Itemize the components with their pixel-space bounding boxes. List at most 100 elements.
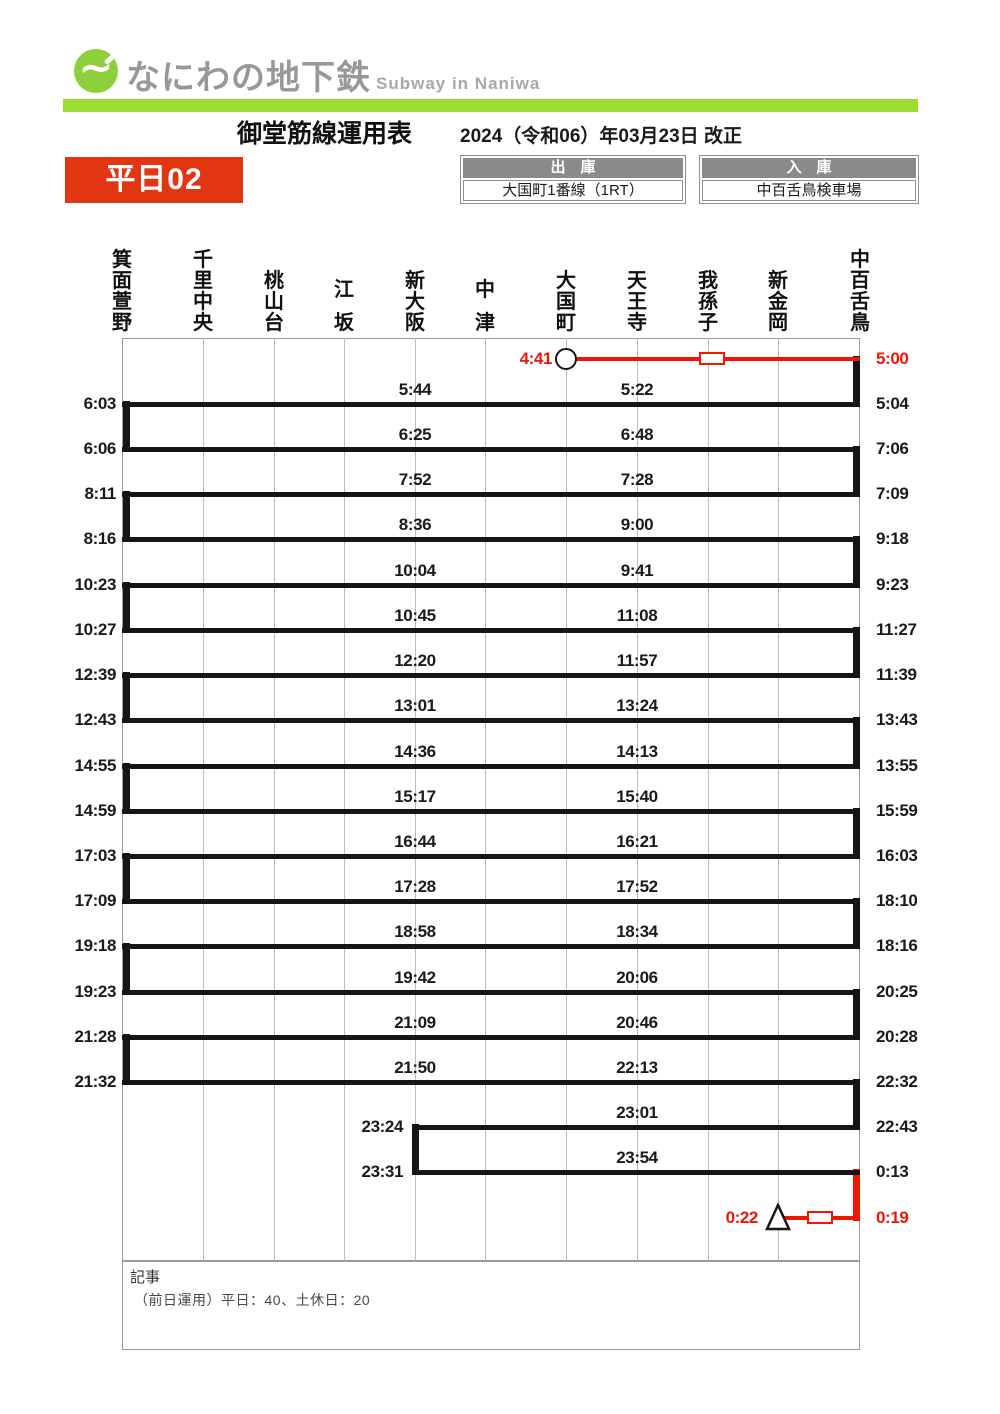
- gridline: [202, 338, 204, 1261]
- time-label-mid: 17:52: [616, 877, 658, 896]
- station-label: 中百舌鳥: [850, 249, 870, 334]
- wave-icon: ∼: [79, 46, 113, 90]
- time-label-mid: 10:45: [394, 606, 436, 625]
- time-label-mid: 6:25: [398, 425, 432, 444]
- depot-out-marker: [555, 348, 577, 370]
- turnback-connector: [853, 1169, 860, 1221]
- trip-line: [122, 809, 860, 814]
- time-label-mid: 7:52: [398, 470, 432, 489]
- depot-in-marker: [764, 1201, 792, 1231]
- trip-line: [122, 402, 860, 407]
- time-label-right: 5:00: [876, 349, 909, 368]
- brand-subtitle: Subway in Naniwa: [376, 74, 541, 93]
- turnback-connector: [853, 1079, 860, 1130]
- turnback-connector: [853, 717, 860, 769]
- trip-line: [122, 583, 860, 588]
- trip-line: [122, 718, 860, 723]
- time-label-mid: 11:08: [616, 606, 658, 625]
- time-label-right: 7:09: [876, 484, 909, 503]
- station-label: 新大阪: [405, 270, 425, 334]
- gridline: [636, 338, 638, 1261]
- gridline: [414, 338, 416, 1261]
- time-label-mid: 12:20: [394, 651, 436, 670]
- time-label-left: 21:28: [74, 1027, 117, 1046]
- gridline: [484, 338, 486, 1261]
- trip-line: [415, 1170, 860, 1175]
- turnback-connector: [123, 763, 130, 814]
- station-label: 中津: [475, 279, 495, 334]
- time-label-right: 5:04: [876, 394, 909, 413]
- time-label-mid: 13:01: [394, 696, 436, 715]
- time-label-left: 19:18: [74, 936, 117, 955]
- notes-title: 記事: [130, 1269, 161, 1286]
- station-label: 江坂: [334, 279, 354, 334]
- time-label-mid: 16:21: [616, 832, 658, 851]
- time-label-right: 0:13: [876, 1162, 909, 1181]
- gridline: [777, 338, 779, 1261]
- turnback-connector: [411, 1124, 419, 1175]
- time-label-left: 0:22: [725, 1208, 759, 1227]
- trip-line: [122, 854, 860, 859]
- trip-line: [122, 447, 860, 452]
- turnback-connector: [853, 989, 860, 1040]
- time-label-right: 9:23: [876, 575, 909, 594]
- turnback-connector: [853, 627, 860, 678]
- brand-title: なにわの地下鉄: [126, 59, 371, 97]
- time-label-mid: 20:06: [616, 968, 658, 987]
- time-label-mid: 7:28: [620, 470, 654, 489]
- trip-line: [122, 492, 860, 497]
- trip-line: [122, 899, 860, 904]
- turnback-connector: [853, 898, 860, 949]
- time-label-mid: 11:57: [616, 651, 658, 670]
- deadhead-marker: [807, 1211, 833, 1224]
- time-label-left: 8:16: [83, 529, 117, 548]
- time-label-left: 8:11: [84, 484, 117, 503]
- gridline: [565, 338, 567, 1261]
- depot-out-header: 出 庫: [463, 158, 683, 178]
- time-label-left: 21:32: [74, 1072, 117, 1091]
- time-label-left: 10:27: [74, 620, 117, 639]
- deadhead-marker: [699, 352, 725, 365]
- time-label-right: 20:28: [876, 1027, 918, 1046]
- time-label-mid: 21:09: [394, 1013, 436, 1032]
- trip-line: [122, 537, 860, 542]
- time-label-left: 12:39: [74, 665, 117, 684]
- time-label-left: 12:43: [74, 710, 117, 729]
- time-label-mid: 14:13: [616, 742, 658, 761]
- time-label-left: 17:03: [74, 846, 117, 865]
- turnback-connector: [853, 536, 860, 588]
- time-label-mid: 20:46: [616, 1013, 658, 1032]
- diagram-frame: [122, 338, 860, 1261]
- time-label-mid: 5:22: [620, 380, 654, 399]
- depot-out-table: 出 庫 大国町1番線（1RT）: [460, 155, 686, 204]
- turnback-connector: [853, 808, 860, 859]
- depot-in-value: 中百舌鳥検車場: [702, 180, 916, 201]
- station-label: 千里中央: [193, 249, 213, 334]
- turnback-connector: [123, 582, 130, 633]
- turnback-connector: [123, 491, 130, 542]
- time-label-mid: 15:17: [394, 787, 436, 806]
- time-label-left: 6:06: [83, 439, 117, 458]
- time-label-right: 11:39: [876, 665, 917, 684]
- trip-line: [122, 990, 860, 995]
- trip-line: [415, 1125, 860, 1130]
- notes-box: 記事 （前日運用）平日：40、土休日：20: [122, 1261, 860, 1350]
- trip-line: [122, 764, 860, 769]
- time-label-mid: 18:58: [394, 922, 436, 941]
- time-label-mid: 15:40: [616, 787, 658, 806]
- page-title: 御堂筋線運用表: [237, 120, 413, 148]
- station-label: 箕面萱野: [112, 249, 132, 334]
- duty-badge: 平日02: [65, 157, 243, 203]
- depot-out-value: 大国町1番線（1RT）: [463, 180, 683, 201]
- depot-in-table: 入 庫 中百舌鳥検車場: [699, 155, 919, 204]
- time-label-left: 19:23: [74, 982, 117, 1001]
- time-label-mid: 14:36: [394, 742, 436, 761]
- station-label: 我孫子: [698, 270, 718, 334]
- gridline: [273, 338, 275, 1261]
- brand-divider-bar: [63, 99, 918, 112]
- time-label-left: 23:31: [361, 1162, 404, 1181]
- time-label-mid: 16:44: [394, 832, 436, 851]
- time-label-right: 18:10: [876, 891, 918, 910]
- time-label-right: 22:43: [876, 1117, 918, 1136]
